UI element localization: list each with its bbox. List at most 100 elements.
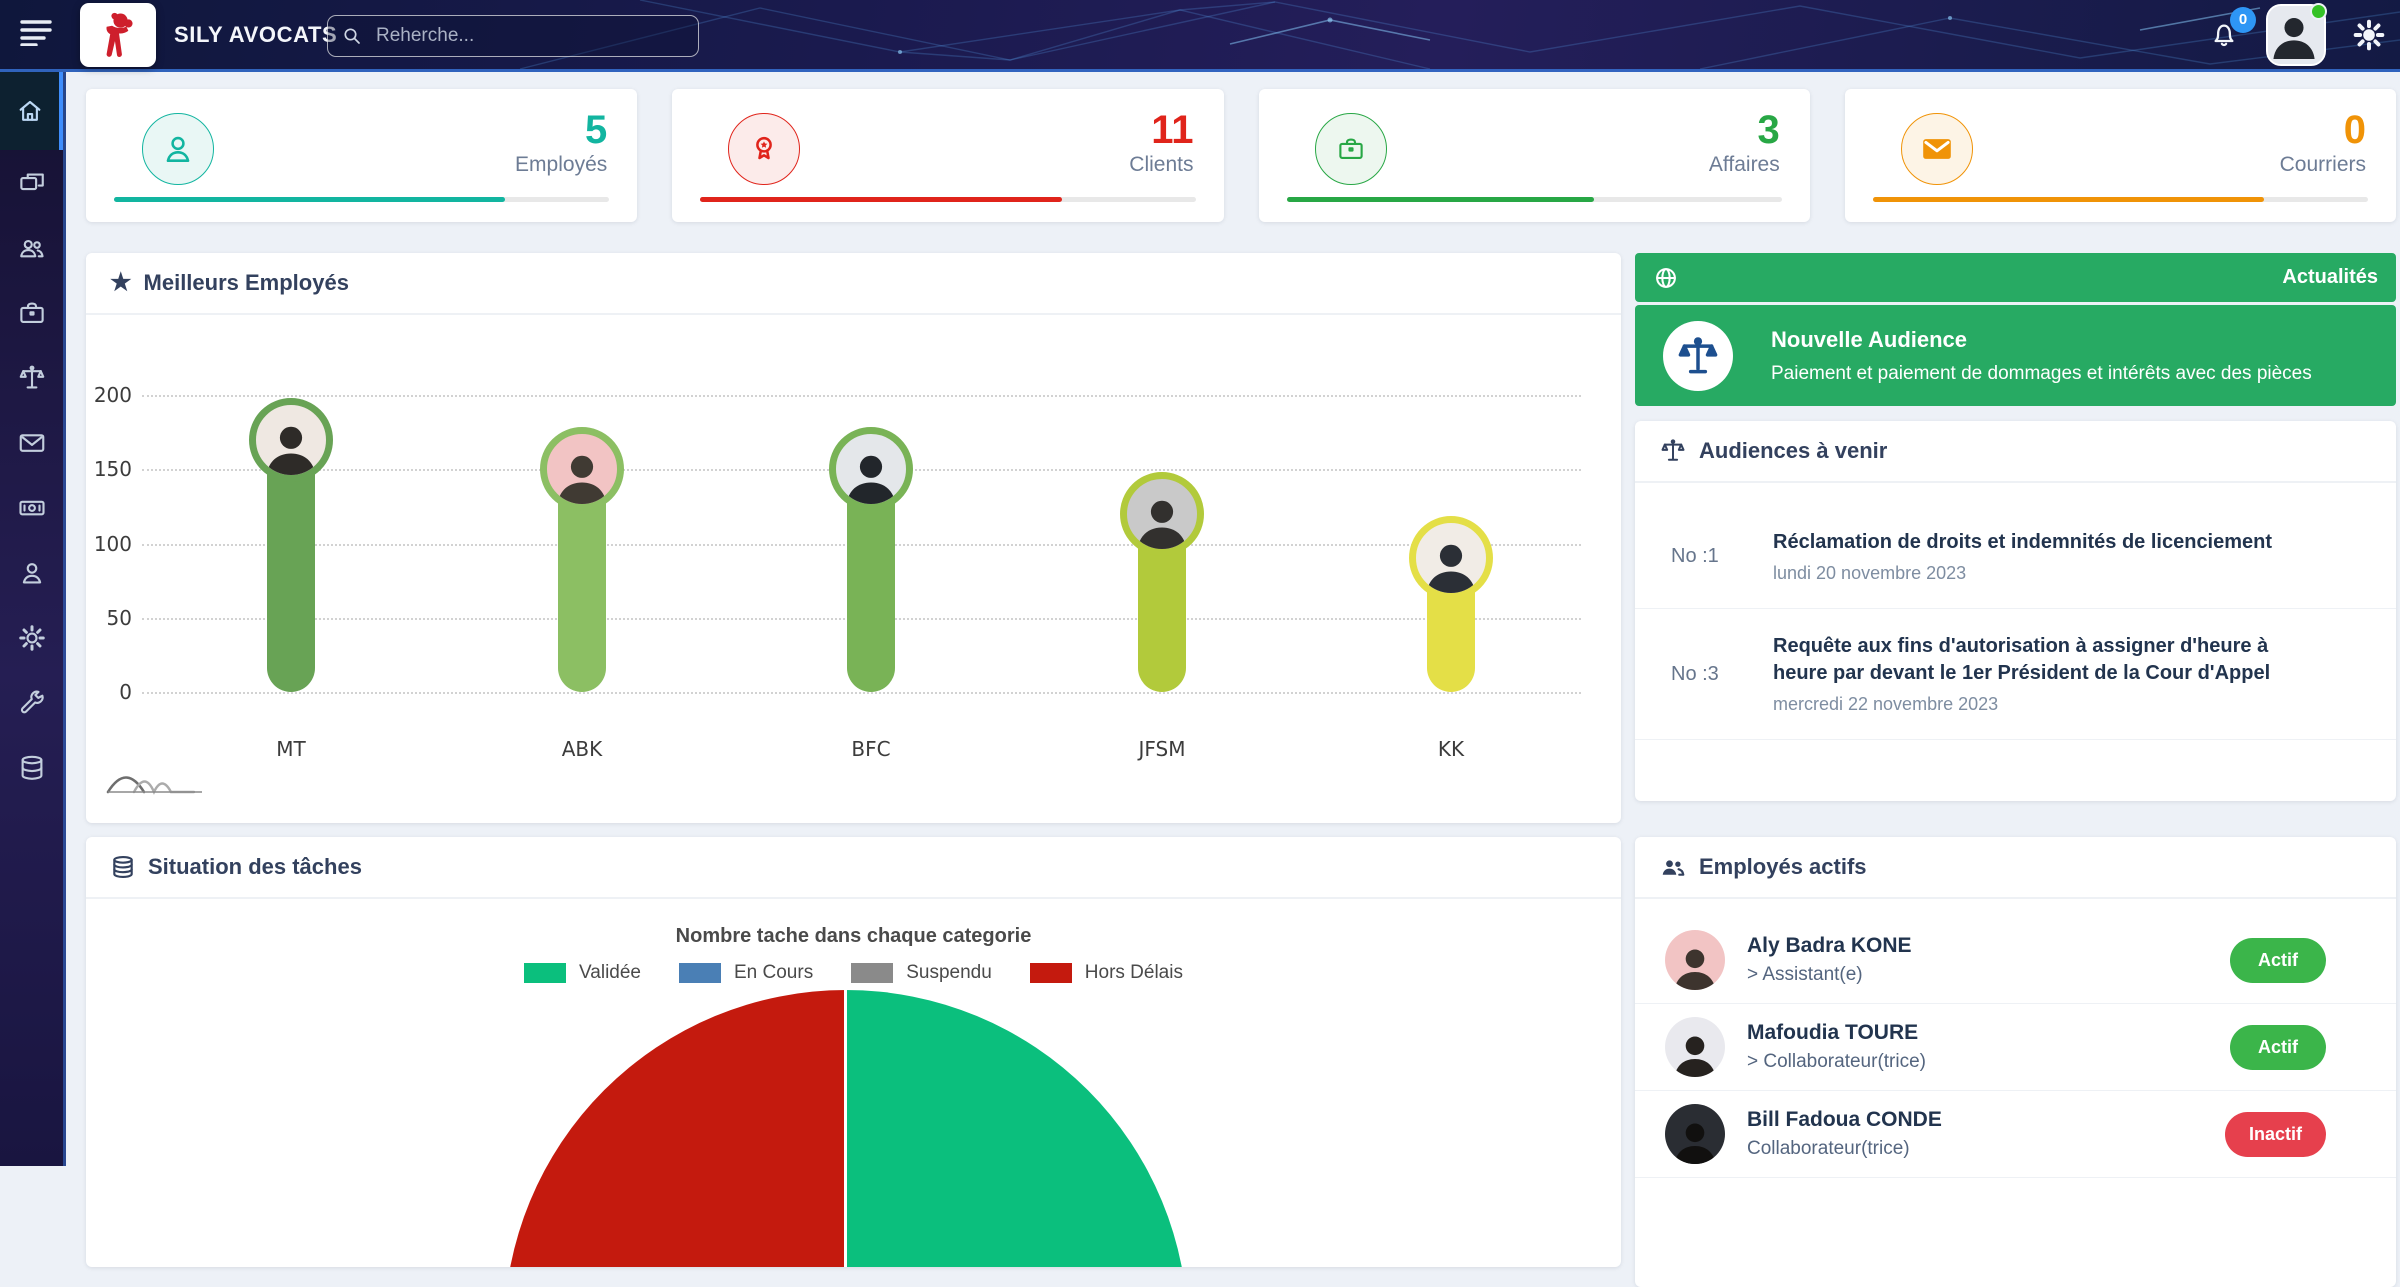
briefcase-icon bbox=[17, 298, 47, 328]
hearing-row[interactable]: No :3 Requête aux fins d'autorisation à a… bbox=[1635, 609, 2396, 740]
status-badge[interactable]: Actif bbox=[2230, 937, 2326, 983]
legend-swatch bbox=[524, 963, 567, 983]
hearing-row[interactable]: No :1 Réclamation de droits et indemnités… bbox=[1635, 505, 2396, 609]
stat-text: 3 Affaires bbox=[1709, 109, 1780, 177]
bar-avatar-ABK[interactable] bbox=[540, 427, 624, 512]
employee-row[interactable]: Mafoudia TOURE > Collaborateur(trice) Acti… bbox=[1635, 1004, 2396, 1091]
search-box[interactable] bbox=[327, 15, 699, 57]
employee-info: Aly Badra KONE > Assistant(e) bbox=[1747, 934, 1912, 986]
mail-icon bbox=[1900, 113, 1973, 185]
search-input[interactable] bbox=[374, 24, 686, 48]
star-icon: ★ bbox=[110, 269, 132, 296]
team-icon bbox=[17, 233, 47, 263]
users-icon bbox=[1659, 853, 1687, 881]
hearing-title: Réclamation de droits et indemnités de l… bbox=[1773, 531, 2273, 553]
news-banner-title: Actualités bbox=[2282, 266, 2378, 288]
sidebar-item-account[interactable] bbox=[0, 540, 63, 605]
tasks-header: Situation des tâches bbox=[86, 837, 1621, 899]
stat-card-clients[interactable]: 11 Clients bbox=[672, 89, 1224, 222]
sidebar-item-mail[interactable] bbox=[0, 410, 63, 475]
employee-name: Aly Badra KONE bbox=[1747, 934, 1912, 957]
stat-progress-track bbox=[700, 197, 1196, 202]
y-axis-tick: 200 bbox=[93, 383, 132, 407]
grid-line bbox=[142, 395, 1581, 397]
notifications-button[interactable]: 0 bbox=[2208, 6, 2256, 51]
sidebar-item-payment[interactable] bbox=[0, 475, 63, 540]
employee-avatar bbox=[1665, 1017, 1725, 1077]
hearing-number: No :1 bbox=[1671, 545, 1719, 567]
topbar: SILY AVOCATS 0 bbox=[0, 0, 2400, 72]
user-icon bbox=[142, 113, 214, 185]
hearing-body: Requête aux fins d'autorisation à assign… bbox=[1773, 633, 2313, 715]
sidebar bbox=[0, 72, 66, 1166]
settings-gear-icon[interactable] bbox=[2352, 18, 2386, 52]
legend-item-suspendu[interactable]: Suspendu bbox=[851, 962, 992, 984]
employee-info: Bill Fadoua CONDE Collaborateur(trice) bbox=[1747, 1108, 1942, 1160]
bar-avatar-MT[interactable] bbox=[249, 397, 333, 482]
user-avatar[interactable] bbox=[2266, 2, 2327, 66]
employee-row[interactable]: Aly Badra KONE > Assistant(e) Actif bbox=[1635, 917, 2396, 1004]
user-avatar-photo bbox=[2268, 5, 2324, 64]
y-axis-tick: 150 bbox=[93, 457, 132, 482]
active-employees-title: Employés actifs bbox=[1699, 854, 1867, 879]
stat-value: 0 bbox=[2343, 108, 2366, 152]
hearings-title: Audiences à venir bbox=[1699, 438, 1888, 463]
bar-MT[interactable] bbox=[267, 439, 315, 692]
category-label-BFC: BFC bbox=[851, 737, 891, 761]
stat-progress-track bbox=[114, 197, 610, 202]
sidebar-item-briefcase[interactable] bbox=[0, 280, 63, 345]
stat-card-courriers[interactable]: 0 Courriers bbox=[1844, 89, 2396, 222]
category-label-JFSM: JFSM bbox=[1138, 737, 1186, 761]
employee-row[interactable]: Bill Fadoua CONDE Collaborateur(trice) Ina… bbox=[1635, 1091, 2396, 1178]
justice-scales-icon bbox=[1663, 320, 1733, 391]
grid-line bbox=[142, 692, 1581, 694]
status-badge[interactable]: Inactif bbox=[2224, 1111, 2326, 1157]
stat-label: Courriers bbox=[2279, 153, 2366, 176]
stack-icon bbox=[110, 854, 136, 880]
pie-chart-title: Nombre tache dans chaque categorie bbox=[675, 925, 1032, 947]
tasks-title: Situation des tâches bbox=[148, 854, 362, 879]
sidebar-item-team[interactable] bbox=[0, 215, 63, 280]
stat-card-employés[interactable]: 5 Employés bbox=[86, 89, 638, 222]
news-banner: Actualités bbox=[1635, 253, 2396, 302]
legend-swatch bbox=[1029, 963, 1072, 983]
bar-avatar-JFSM[interactable] bbox=[1120, 471, 1204, 556]
bar-avatar-BFC[interactable] bbox=[829, 427, 913, 512]
hearings-card: Audiences à venir No :1 Réclamation de dr… bbox=[1635, 421, 2396, 801]
news-item-title: Nouvelle Audience bbox=[1771, 326, 1968, 352]
sidebar-item-tools[interactable] bbox=[0, 670, 63, 735]
legend-label: En Cours bbox=[734, 962, 814, 983]
logo[interactable] bbox=[80, 2, 156, 67]
employee-role: > Assistant(e) bbox=[1747, 964, 1863, 985]
home-icon bbox=[15, 96, 45, 126]
status-badge[interactable]: Actif bbox=[2230, 1024, 2326, 1070]
card-title: Meilleurs Employés bbox=[143, 270, 349, 295]
justice-scales-icon bbox=[17, 363, 47, 393]
stat-label: Clients bbox=[1129, 153, 1194, 176]
news-item[interactable]: Nouvelle Audience Paiement et paiement d… bbox=[1635, 305, 2396, 406]
category-label-MT: MT bbox=[276, 737, 306, 761]
stat-value: 5 bbox=[585, 108, 608, 152]
employee-avatar bbox=[1665, 1104, 1725, 1164]
payment-icon bbox=[17, 493, 47, 523]
menu-icon[interactable] bbox=[20, 18, 54, 51]
legend-item-validée[interactable]: Validée bbox=[524, 962, 641, 984]
sidebar-item-database[interactable] bbox=[0, 735, 63, 800]
sidebar-item-settings[interactable] bbox=[0, 605, 63, 670]
stats-row: 5 Employés 11 Clients 3 Affaires 0 Courriers bbox=[86, 89, 2396, 222]
sidebar-item-screens[interactable] bbox=[0, 150, 63, 215]
pie-legend: Validée En Cours Suspendu Hors Délais bbox=[86, 962, 1621, 984]
stat-text: 11 Clients bbox=[1129, 109, 1193, 177]
sidebar-item-justice-scales[interactable] bbox=[0, 345, 63, 410]
legend-swatch bbox=[851, 963, 894, 983]
y-axis-tick: 50 bbox=[106, 605, 132, 630]
sidebar-item-home[interactable] bbox=[0, 72, 63, 150]
legend-item-en-cours[interactable]: En Cours bbox=[679, 962, 813, 984]
bar-avatar-KK[interactable] bbox=[1409, 516, 1493, 601]
tasks-card: Situation des tâches Nombre tache dans c… bbox=[86, 837, 1621, 1267]
hearing-number: No :3 bbox=[1671, 662, 1719, 685]
hearing-body: Réclamation de droits et indemnités de l… bbox=[1773, 529, 2272, 584]
category-label-ABK: ABK bbox=[561, 737, 603, 761]
legend-item-hors-délais[interactable]: Hors Délais bbox=[1029, 962, 1183, 984]
stat-card-affaires[interactable]: 3 Affaires bbox=[1258, 89, 1810, 222]
